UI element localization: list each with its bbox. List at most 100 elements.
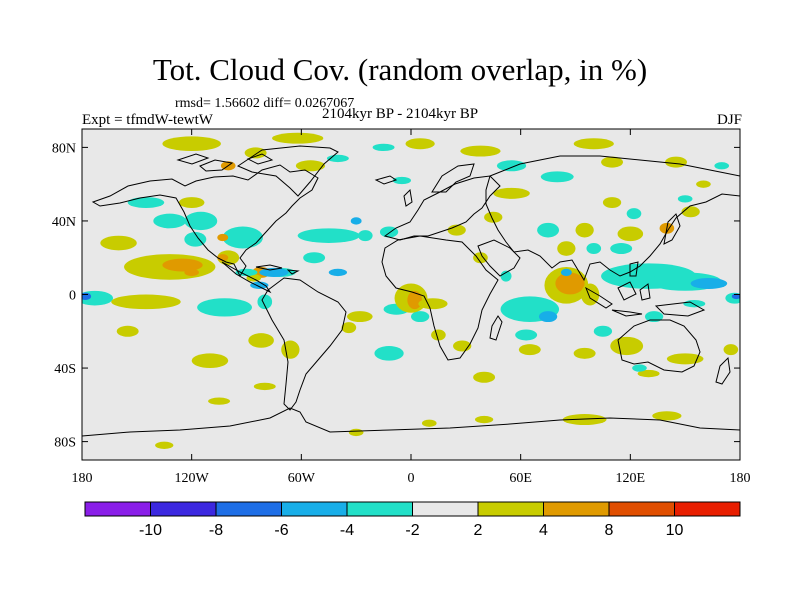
- anomaly-patch: [184, 211, 218, 231]
- y-tick-label: 0: [69, 289, 76, 304]
- colorbar-label: -4: [340, 522, 354, 539]
- coastline-new-zealand: [715, 356, 731, 385]
- anomaly-patch: [246, 274, 262, 282]
- colorbar: -10 -8 -6 -4 -2 2 4 8 10: [84, 501, 741, 539]
- anomaly-patch: [184, 268, 199, 277]
- y-tick-label: 80S: [54, 436, 76, 451]
- anomaly-patch: [303, 252, 326, 264]
- anomaly-patch: [348, 428, 364, 437]
- anomaly-patch: [677, 195, 693, 203]
- anomaly-patch: [666, 353, 704, 365]
- colorbar-swatch: [150, 501, 217, 517]
- anomaly-patch: [248, 333, 274, 348]
- colorbar-label: -6: [274, 522, 288, 539]
- anomaly-patch: [250, 281, 269, 289]
- anomaly-patch: [690, 277, 728, 289]
- coastline-north-america: [91, 164, 319, 278]
- experiment-label: Expt = tfmdW-tewtW: [82, 112, 213, 128]
- anomaly-patch: [111, 294, 181, 310]
- x-tick-label: 120W: [175, 471, 210, 486]
- colorbar-swatch: [674, 501, 741, 517]
- anomaly-patch: [723, 344, 739, 356]
- map-axes: 180 120W 60W 0 60E 120E 180 80N 40N 0 40S 80S: [52, 129, 751, 486]
- anomaly-patch: [259, 267, 289, 278]
- x-tick-label: 60W: [288, 471, 316, 486]
- colorbar-swatch: [608, 501, 675, 517]
- map-title: Tot. Cloud Cov. (random overlap, in %): [152, 52, 648, 87]
- x-tick-label: 0: [408, 471, 415, 486]
- anomaly-patch: [222, 226, 263, 249]
- coastline-scandinavia: [431, 163, 475, 193]
- coastline-layer: [82, 145, 740, 437]
- anomaly-patch: [116, 325, 139, 337]
- anomaly-patch: [557, 241, 576, 256]
- coastline-arctic-islands: [176, 153, 274, 172]
- colorbar-label: -2: [405, 522, 419, 539]
- coastline-britain: [403, 188, 413, 207]
- anomaly-patch: [610, 243, 633, 255]
- anomaly-patch: [328, 268, 348, 277]
- anomaly-patch: [562, 414, 607, 426]
- coastline-southeast-asia-islands: [585, 261, 706, 317]
- anomaly-patch: [197, 298, 252, 317]
- anomaly-patch: [295, 160, 326, 172]
- colorbar-label: 4: [539, 522, 548, 539]
- map-panel: 180 120W 60W 0 60E 120E 180 80N 40N 0 40S 80S: [52, 128, 751, 486]
- anomaly-patch: [538, 311, 558, 323]
- x-tick-label: 60E: [509, 471, 532, 486]
- anomaly-patch: [272, 132, 324, 144]
- anomaly-patch: [601, 156, 624, 168]
- colorbar-swatch: [281, 501, 348, 517]
- anomaly-patch: [580, 283, 600, 306]
- anomaly-patch: [162, 258, 203, 272]
- anomaly-patch: [217, 250, 240, 266]
- coastline-iceland: [374, 175, 398, 185]
- statistics-label: rmsd= 1.56602 diff= 0.0267067: [175, 96, 355, 111]
- anomaly-patch: [297, 228, 360, 243]
- colorbar-label: 8: [605, 522, 614, 539]
- x-tick-label: 180: [730, 471, 751, 486]
- anomaly-patch: [431, 329, 446, 341]
- anomaly-patch: [374, 346, 404, 361]
- anomaly-patch: [683, 300, 706, 308]
- anomaly-patch: [518, 344, 541, 356]
- coastline-africa: [381, 235, 499, 361]
- anomaly-patch: [162, 136, 221, 152]
- anomaly-patch: [626, 208, 642, 220]
- anomaly-patch: [257, 294, 273, 310]
- colorbar-label: -8: [209, 522, 223, 539]
- coastline-central-america: [221, 261, 272, 294]
- anomaly-patch: [644, 311, 664, 323]
- colorbar-swatch: [412, 501, 479, 517]
- anomaly-patch: [637, 369, 660, 378]
- anomaly-patch: [341, 322, 357, 334]
- anomaly-patch: [184, 232, 207, 247]
- colorbar-swatch: [543, 501, 610, 517]
- anomaly-patch: [610, 336, 644, 356]
- y-tick-label: 40N: [52, 215, 76, 230]
- anomaly-patch: [540, 171, 574, 183]
- anomaly-patch: [392, 176, 411, 185]
- anomaly-patch: [281, 340, 300, 359]
- anomaly-patch: [696, 180, 711, 188]
- season-label: DJF: [716, 112, 742, 128]
- anomaly-patch: [418, 298, 448, 310]
- anomaly-patch: [372, 143, 395, 152]
- anomaly-patch: [652, 411, 682, 421]
- coastline-antarctica: [82, 407, 740, 437]
- anomaly-patch: [537, 222, 560, 238]
- anomaly-patch: [681, 206, 700, 218]
- anomaly-patch: [100, 235, 137, 251]
- anomaly-patch: [474, 415, 494, 424]
- colorbar-swatch: [215, 501, 282, 517]
- period-label: 2104kyr BP - 2104kyr BP: [322, 106, 479, 122]
- anomaly-patch: [411, 311, 430, 323]
- coastline-madagascar: [489, 315, 503, 341]
- colorbar-swatch: [477, 501, 544, 517]
- y-tick-label: 80N: [52, 141, 76, 156]
- anomaly-patch: [350, 217, 362, 225]
- anomaly-patch: [191, 353, 229, 369]
- anomaly-patch: [357, 230, 373, 242]
- colorbar-label: 2: [474, 522, 483, 539]
